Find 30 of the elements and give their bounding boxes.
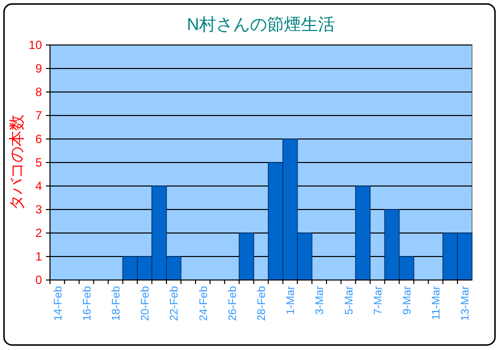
y-tick-label: 3 xyxy=(35,202,42,216)
x-tick-label: 22-Feb xyxy=(168,286,181,321)
x-tick-label: 16-Feb xyxy=(81,286,94,321)
bar xyxy=(355,186,371,280)
x-tick-label: 3-Mar xyxy=(314,286,326,315)
x-tick-label: 11-Mar xyxy=(430,286,443,320)
x-tick-label: 28-Feb xyxy=(256,286,268,321)
y-tick-label: 10 xyxy=(28,38,42,52)
x-tick-label: 14-Feb xyxy=(52,286,64,321)
x-tick-label: 7-Mar xyxy=(372,286,384,315)
y-axis-title: タバコの本数 xyxy=(8,114,26,210)
y-tick-label: 0 xyxy=(35,273,42,287)
x-tick-label: 1-Mar xyxy=(285,286,298,315)
bar xyxy=(238,232,254,280)
y-tick-label: 6 xyxy=(35,132,42,146)
y-tick-label: 7 xyxy=(35,108,42,122)
y-tick-label: 1 xyxy=(35,250,42,264)
y-tick-label: 9 xyxy=(35,62,42,76)
x-tick-label: 20-Feb xyxy=(140,286,152,321)
x-tick-label: 5-Mar xyxy=(343,286,356,315)
y-tick-label: 2 xyxy=(35,226,42,240)
x-tick-label: 26-Feb xyxy=(226,286,239,321)
x-tick-label: 24-Feb xyxy=(198,286,210,321)
y-tick-label: 5 xyxy=(35,156,42,170)
x-tick-label: 13-Mar xyxy=(460,286,472,321)
chart-title: N村さんの節煙生活 xyxy=(186,15,336,34)
y-tick-label: 8 xyxy=(35,85,42,99)
x-tick-label: 9-Mar xyxy=(402,286,414,315)
y-tick-label: 4 xyxy=(35,179,42,193)
x-tick-label: 18-Feb xyxy=(110,286,122,321)
